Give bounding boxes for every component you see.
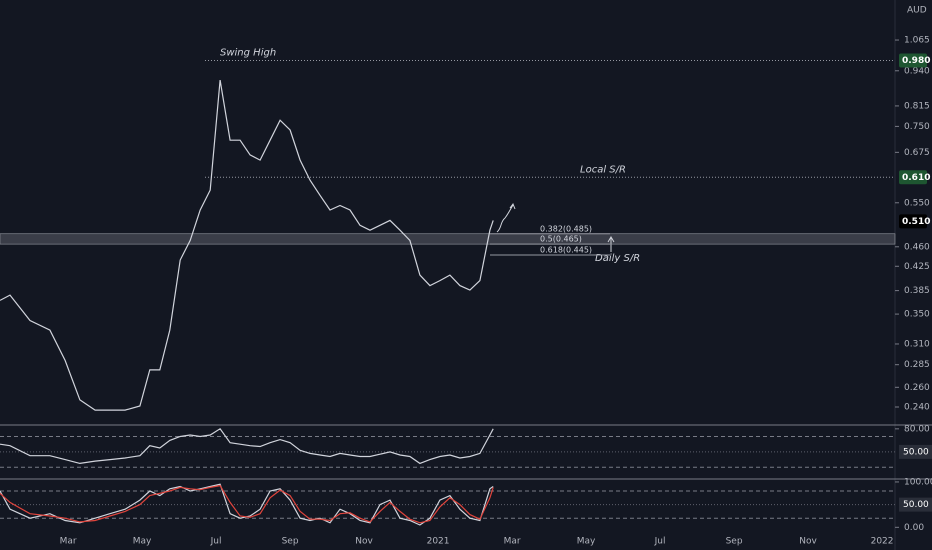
x-tick-label: 2022 <box>871 537 894 547</box>
y-tick-label: 1.065 <box>904 36 930 46</box>
series-line <box>0 427 494 465</box>
y-tick-label: 0.460 <box>904 242 930 252</box>
y-tick-label: 0.385 <box>904 286 930 296</box>
y-tick-label: 0.310 <box>904 339 930 349</box>
y-tick-label: 0.815 <box>904 101 930 111</box>
x-tick-label: Mar <box>60 537 77 547</box>
x-tick-label: Jul <box>210 537 222 547</box>
sr-band <box>0 233 896 245</box>
level-note: Swing High <box>220 48 276 59</box>
fib-label: 0.5(0.465) <box>540 235 582 244</box>
x-tick-label: May <box>133 537 152 547</box>
series-line <box>0 484 494 524</box>
price-box <box>899 53 927 68</box>
x-tick-label: Mar <box>504 537 521 547</box>
series-line <box>0 80 494 411</box>
x-tick-label: 2021 <box>427 537 450 547</box>
y-tick-label: 0.425 <box>904 262 930 272</box>
marker-label: 50.00 <box>903 500 929 510</box>
sr-arrow <box>607 236 615 252</box>
y-tick-label: 0.750 <box>904 122 930 132</box>
y-tick-label: 0.675 <box>904 148 930 158</box>
y-tick-label: 0.00 <box>904 523 924 533</box>
price-label: 0.610 <box>902 173 930 183</box>
y-tick-label: 0.260 <box>904 383 930 393</box>
y-tick-label: 0.940 <box>904 66 930 76</box>
fib-label: 0.618(0.445) <box>540 245 592 254</box>
price-axis <box>895 0 932 550</box>
annotation: Daily S/R <box>595 253 640 264</box>
y-tick-label: 80.00 <box>904 424 930 434</box>
x-tick-label: Nov <box>355 537 373 547</box>
price-label: 0.980 <box>902 56 930 66</box>
price-label: 0.510 <box>902 217 930 227</box>
level-note: Local S/R <box>580 164 626 175</box>
x-tick-label: Sep <box>282 537 299 547</box>
fib-label: 0.382(0.485) <box>540 224 592 233</box>
axis-unit: AUD <box>907 6 927 16</box>
x-tick-label: May <box>577 537 596 547</box>
x-tick-label: Jul <box>654 537 666 547</box>
y-tick-label: 0.285 <box>904 360 930 370</box>
marker-box <box>899 497 932 512</box>
marker-label: 50.00 <box>903 447 929 457</box>
y-tick-label: 0.350 <box>904 310 930 320</box>
y-tick-label: 0.550 <box>904 198 930 208</box>
x-tick-label: Sep <box>726 537 743 547</box>
price-box <box>899 214 927 229</box>
x-tick-label: Nov <box>799 537 817 547</box>
price-box <box>899 170 927 185</box>
y-tick-label: 0.240 <box>904 403 930 413</box>
projection-arrow <box>496 202 516 233</box>
marker-box <box>899 444 932 459</box>
y-tick-label: 100.00 <box>904 477 932 487</box>
